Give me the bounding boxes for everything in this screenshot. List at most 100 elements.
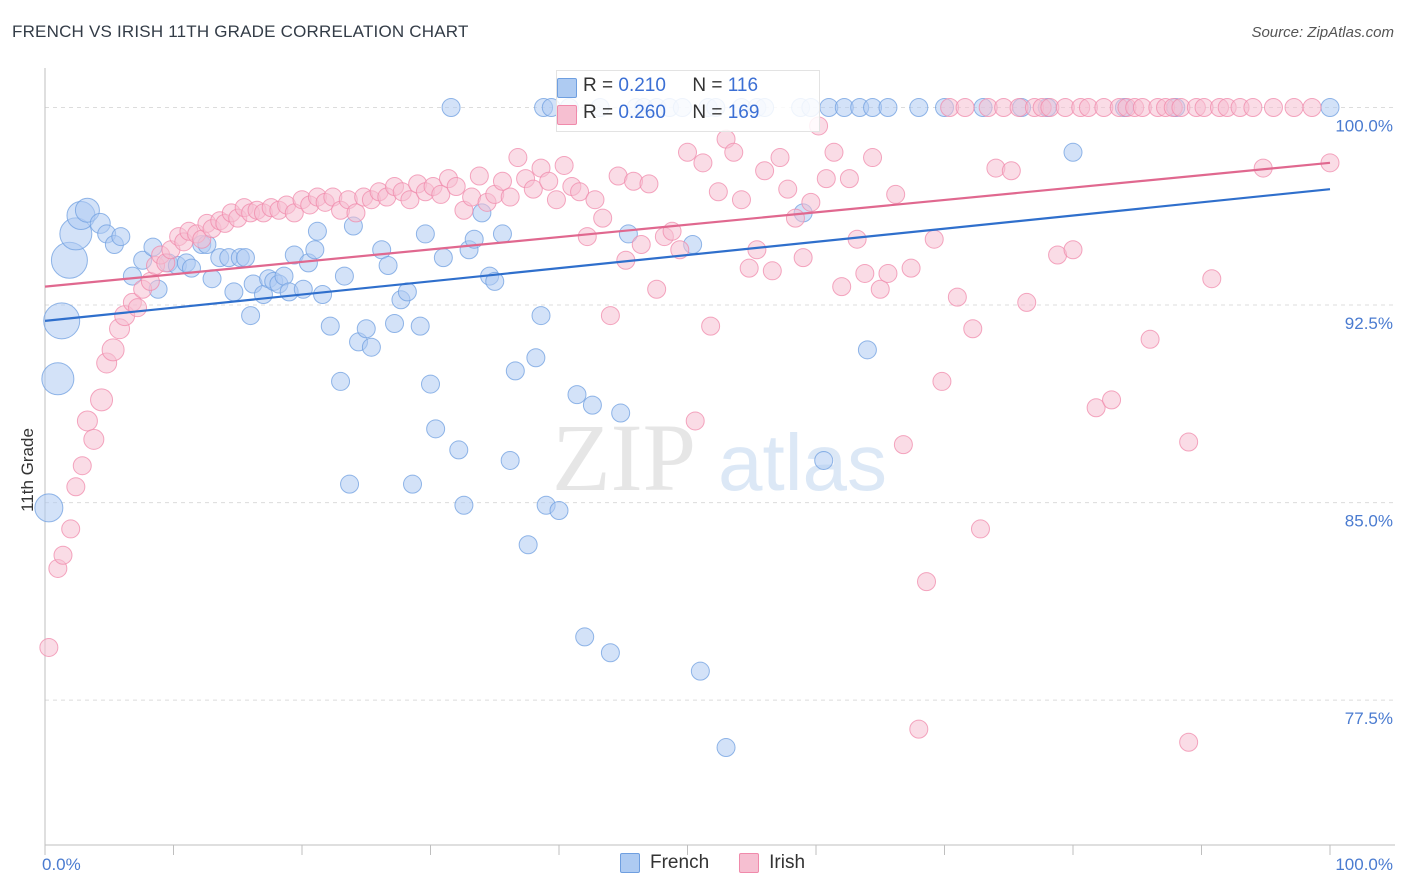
irish-point [924,229,944,249]
french-point [122,266,142,286]
irish-point [747,240,767,260]
french-point [202,269,222,289]
irish-point [855,263,875,283]
french-point [356,319,376,339]
irish-point [101,338,125,362]
french-point [526,348,546,368]
stats-row-irish: R = 0.260 N = 169 [583,102,759,124]
irish-point [431,184,451,204]
french-point [372,240,392,260]
irish-trend-line [44,161,1331,288]
french-point [334,266,354,286]
irish-point [932,371,952,391]
french-point [549,500,569,520]
y-tick-label: 92.5% [1345,314,1393,333]
irish-point [66,477,86,497]
irish-point [1179,432,1199,452]
legend-item-irish[interactable]: Irish [739,852,805,874]
tick-labels: 100.0% 92.5% 85.0% 77.5% 0.0% 100.0% 11th Grad… [18,117,1393,874]
x-tick-label: 100.0% [1335,855,1393,874]
irish-point [1086,398,1106,418]
stats-n-value: 116 [727,75,759,96]
irish-point [701,316,721,336]
legend-item-french[interactable]: French [620,852,709,874]
french-point [878,98,898,118]
french-point [181,258,201,278]
irish-point [909,719,929,739]
irish-point [647,279,667,299]
irish-point [585,190,605,210]
irish-point [693,153,713,173]
french-point [340,474,360,494]
french-point [43,302,81,340]
french-point [567,385,587,405]
irish-point [947,287,967,307]
irish-point [500,187,520,207]
french-point [320,316,340,336]
irish-point [770,148,790,168]
irish-point [1063,240,1083,260]
irish-point [785,208,805,228]
irish-point [1284,98,1304,118]
french-trend-line [44,188,1331,322]
irish-point [870,279,890,299]
french-point [397,282,417,302]
french-point [1063,142,1083,162]
french-point [690,661,710,681]
irish-point [554,155,574,175]
irish-point [577,227,597,247]
stats-n-value: 169 [727,102,760,123]
legend-french-label: French [650,852,710,873]
french-point [421,374,440,394]
irish-point [955,98,975,118]
chart-title: FRENCH VS IRISH 11TH GRADE CORRELATION C… [12,22,469,41]
irish-point [90,388,114,412]
stats-french-swatch [557,78,577,98]
y-tick-label: 77.5% [1345,709,1393,728]
french-point [41,362,75,396]
irish-point [53,545,73,565]
french-point [410,316,430,336]
french-point [611,403,631,423]
stats-r-value: 0.210 [618,75,666,96]
french-point [505,361,525,381]
french-point [857,340,877,360]
irish-point [400,190,420,210]
irish-point [446,177,466,197]
irish-point [1202,269,1222,289]
irish-point [1140,329,1160,349]
irish-point [863,148,883,168]
french-point [433,248,453,268]
french-point [403,474,423,494]
french-point [518,535,538,555]
irish-point [593,208,613,228]
stats-row-french: R = 0.210 N = 116 [583,75,758,97]
stats-r-value: 0.260 [618,102,666,123]
irish-point [901,258,921,278]
french-point [34,493,64,523]
french-point [361,337,381,357]
irish-point [917,572,937,592]
irish-point [508,148,528,168]
french-point [313,285,333,305]
irish-point [39,637,59,657]
french-point [111,227,131,247]
irish-point [539,171,559,191]
irish-point [816,169,836,189]
french-point [600,643,620,663]
irish-point [778,179,798,199]
french-point [441,98,461,118]
french-point [575,627,595,647]
axes [44,68,1395,855]
french-point [274,266,294,286]
irish-point [963,319,983,339]
legend: French Irish [620,852,835,874]
data-points [34,98,1340,758]
irish-point [492,171,512,191]
french-point [531,306,551,326]
french-point [909,98,929,118]
french-point [716,738,736,758]
irish-point [801,192,821,212]
irish-point [970,519,990,539]
y-axis-label: 11th Grade [18,428,37,512]
